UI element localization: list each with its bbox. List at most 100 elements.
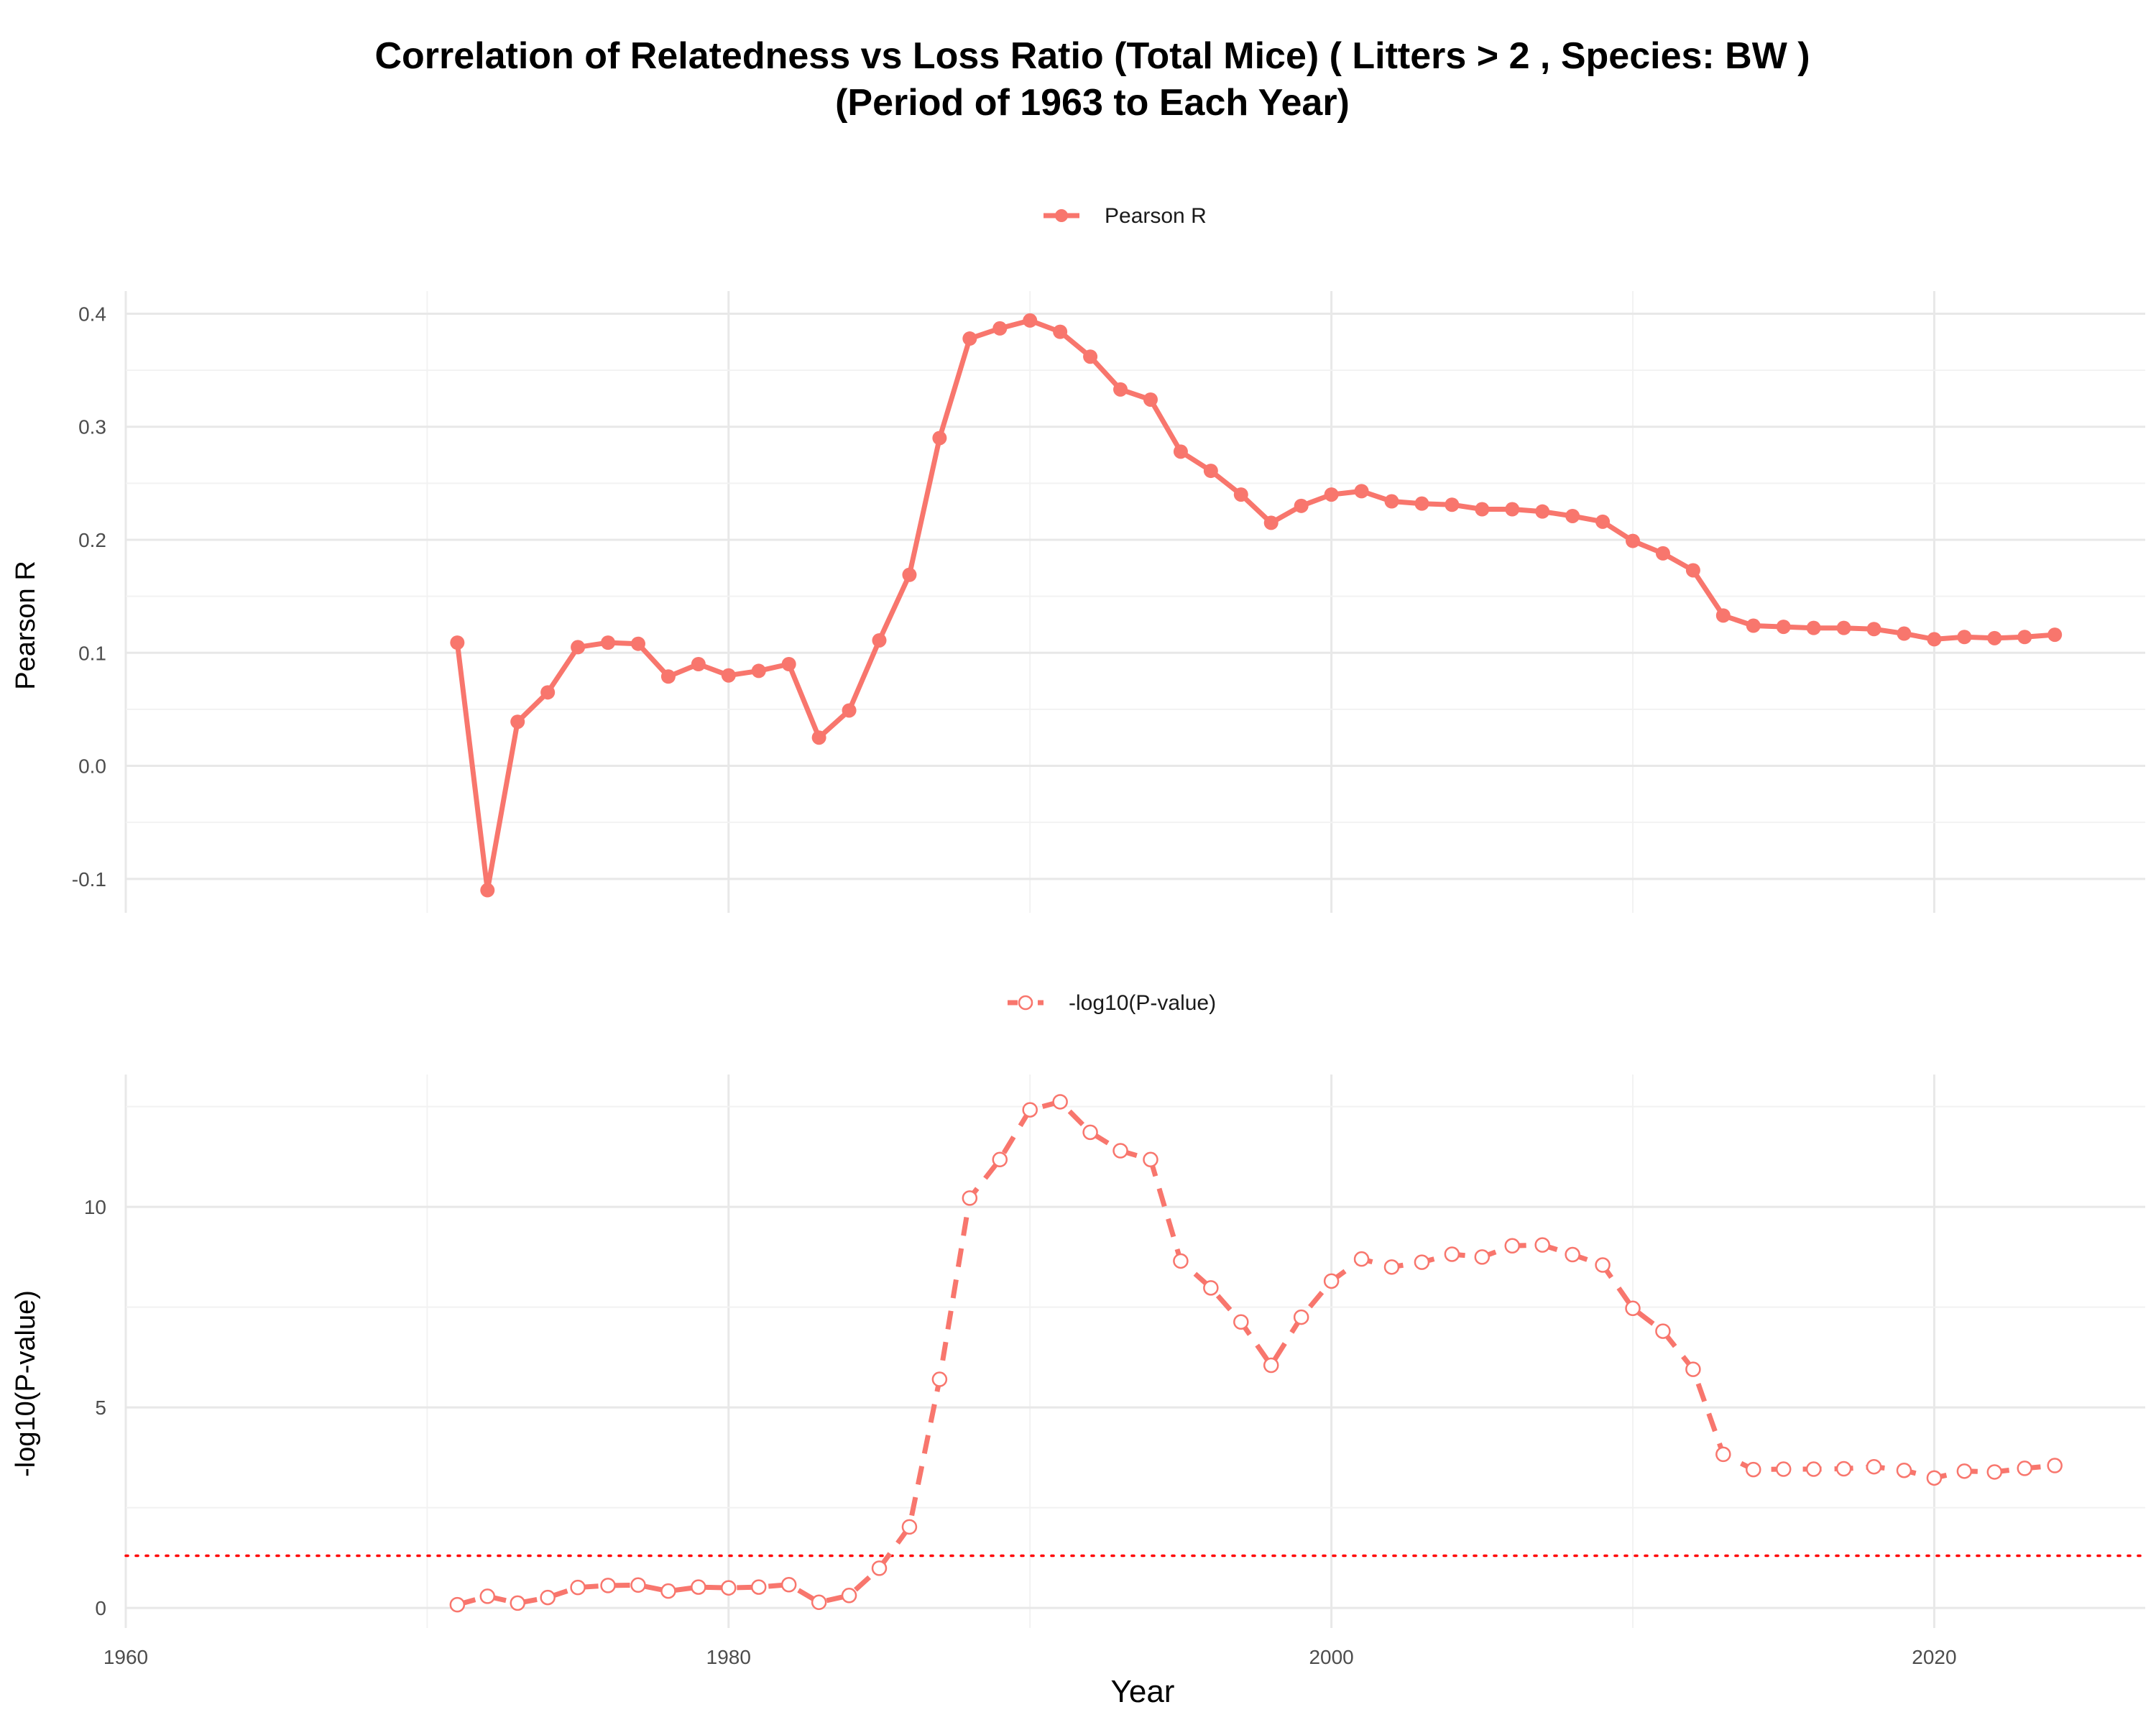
pearson-r-point xyxy=(1083,349,1098,364)
pearson-r-point xyxy=(1535,504,1550,519)
pvalue-point xyxy=(901,1519,918,1535)
pearson-r-point xyxy=(571,640,586,655)
pvalue-point xyxy=(931,1371,948,1387)
pearson-r-point xyxy=(1806,620,1821,635)
pvalue-point xyxy=(992,1151,1008,1168)
y-tick-label: 10 xyxy=(84,1196,106,1218)
pvalue-point xyxy=(1444,1246,1460,1262)
pvalue-point xyxy=(1926,1470,1943,1486)
pvalue-point xyxy=(1986,1464,2003,1480)
pvalue-point xyxy=(1474,1249,1491,1265)
pearson-r-legend: Pearson R xyxy=(1044,204,1207,228)
y-tick-label: 0.0 xyxy=(78,755,106,778)
pearson-r-point xyxy=(691,657,706,671)
pearson-r-point xyxy=(1957,630,1972,645)
pearson-r-point xyxy=(902,567,917,582)
pearson-r-point xyxy=(721,668,736,683)
pearson-r-point xyxy=(1233,487,1248,502)
pvalue-point xyxy=(1504,1238,1521,1254)
pearson-r-series xyxy=(450,313,2063,898)
pvalue-point xyxy=(841,1588,857,1604)
y-tick-label: -0.1 xyxy=(72,868,106,891)
pvalue-point xyxy=(1263,1357,1279,1374)
x-tick-labels: 1960 1980 2000 2020 xyxy=(103,1646,1957,1668)
x-tick-label: 1960 xyxy=(103,1646,148,1668)
pvalue-point xyxy=(660,1583,676,1599)
pvalue-point xyxy=(2017,1460,2032,1476)
pvalue-point xyxy=(1323,1273,1340,1289)
pvalue-point xyxy=(600,1578,616,1593)
pearson-r-point xyxy=(1023,313,1038,328)
pvalue-point xyxy=(1203,1280,1219,1296)
x-tick-label: 2000 xyxy=(1309,1646,1353,1668)
pearson-r-point xyxy=(601,635,616,650)
pearson-r-point xyxy=(1143,392,1158,407)
pearson-r-point xyxy=(1836,620,1851,635)
chart-title-line2: (Period of 1963 to Each Year) xyxy=(835,82,1350,124)
pvalue-point xyxy=(1715,1446,1731,1463)
pvalue-point xyxy=(2047,1458,2063,1473)
pearson-r-point xyxy=(1053,324,1068,339)
pearson-r-gridlines xyxy=(124,291,2145,913)
pvalue-legend: -log10(P-value) xyxy=(1008,991,1216,1015)
pearson-r-point xyxy=(660,669,676,684)
pvalue-series xyxy=(449,1094,2063,1613)
pearson-r-point xyxy=(1203,464,1218,479)
pearson-r-point xyxy=(1776,620,1791,635)
pearson-r-y-tick-labels: -0.1 0.0 0.1 0.2 0.3 0.4 xyxy=(72,303,106,890)
pearson-r-point xyxy=(450,635,465,650)
pearson-r-point xyxy=(1746,618,1761,633)
pvalue-panel: -log10(P-value) 0 5 10 1960 1980 2000 2020 -l… xyxy=(11,991,2147,1709)
x-axis-title: Year xyxy=(1111,1674,1175,1709)
pearson-r-point xyxy=(1354,484,1369,499)
pearson-r-point xyxy=(992,321,1008,336)
pvalue-point xyxy=(811,1594,827,1611)
pvalue-point xyxy=(750,1579,767,1595)
chart-title-line1: Correlation of Relatedness vs Loss Ratio… xyxy=(374,35,1810,77)
pvalue-point xyxy=(1383,1259,1400,1275)
pvalue-point xyxy=(1082,1124,1098,1141)
pearson-r-panel: Pearson R -0.1 0.0 0.1 0.2 0.3 0.4 Pearson R xyxy=(11,204,2145,913)
pearson-r-point xyxy=(1113,382,1128,397)
pvalue-point xyxy=(1805,1461,1822,1477)
pearson-r-point xyxy=(1655,546,1670,561)
pvalue-legend-marker xyxy=(1018,995,1033,1011)
pvalue-point xyxy=(1293,1309,1309,1325)
pvalue-point xyxy=(1143,1151,1158,1168)
pvalue-point xyxy=(1746,1461,1761,1478)
pearson-r-point xyxy=(630,636,645,651)
y-tick-label: 5 xyxy=(95,1397,106,1419)
pearson-r-point xyxy=(1505,502,1520,517)
pvalue-point xyxy=(1353,1251,1370,1267)
pearson-r-point xyxy=(1715,608,1731,623)
pvalue-y-tick-labels: 0 5 10 xyxy=(84,1196,106,1619)
pvalue-point xyxy=(962,1190,978,1206)
pvalue-point xyxy=(1775,1461,1792,1477)
pearson-r-point xyxy=(781,657,796,671)
pearson-r-point xyxy=(1475,502,1490,517)
pvalue-point xyxy=(1112,1143,1128,1159)
pvalue-point xyxy=(1835,1460,1852,1477)
pearson-r-point xyxy=(1866,622,1881,637)
pearson-r-point xyxy=(1897,626,1912,641)
pearson-r-point xyxy=(962,331,977,346)
pearson-r-point xyxy=(842,703,857,718)
pvalue-point xyxy=(691,1579,706,1595)
pearson-r-point xyxy=(480,883,495,898)
pvalue-point xyxy=(1896,1462,1912,1478)
pearson-r-point xyxy=(811,730,826,745)
pvalue-legend-label: -log10(P-value) xyxy=(1069,991,1216,1015)
pvalue-point xyxy=(1655,1323,1671,1339)
pvalue-point xyxy=(540,1589,556,1606)
pvalue-point xyxy=(1625,1300,1641,1317)
pvalue-point xyxy=(1173,1253,1189,1269)
pvalue-point xyxy=(449,1596,466,1613)
pearson-r-point xyxy=(1595,514,1611,529)
y-tick-label: 0.4 xyxy=(78,303,106,325)
pearson-r-point xyxy=(1324,487,1339,502)
pearson-r-point xyxy=(1626,533,1641,548)
pvalue-point xyxy=(1052,1094,1068,1110)
pearson-r-point xyxy=(872,632,887,648)
